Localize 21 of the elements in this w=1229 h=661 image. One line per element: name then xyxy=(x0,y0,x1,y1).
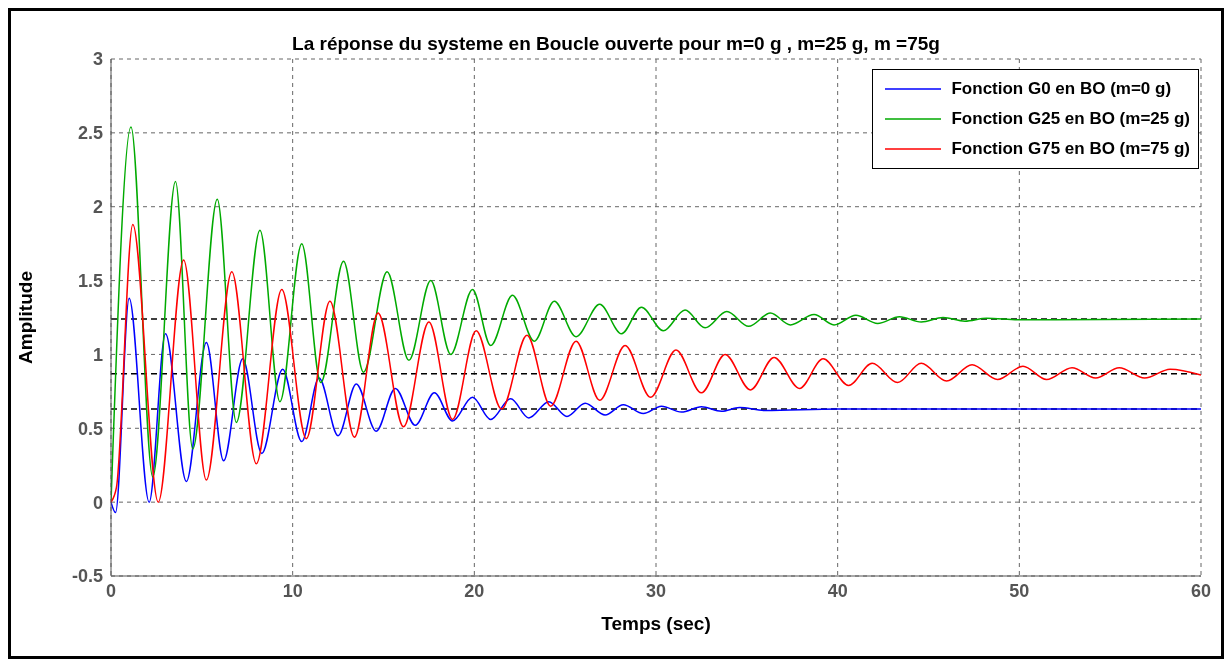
y-tick-label: 3 xyxy=(92,49,103,70)
x-tick-label: 30 xyxy=(645,580,667,601)
x-tick-label: 50 xyxy=(1009,580,1030,601)
chart-title: La réponse du systeme en Boucle ouverte pour m=0 g , m=25 g, m =75g xyxy=(292,33,940,54)
x-tick-label: 0 xyxy=(105,580,117,601)
legend-label: Fonction G25 en BO (m=25 g) xyxy=(951,109,1190,129)
y-axis-title: Amplitude xyxy=(14,271,36,364)
x-axis-title: Temps (sec) xyxy=(601,613,711,634)
x-tick-label: 10 xyxy=(282,580,303,601)
x-tick-label: 40 xyxy=(827,580,848,601)
y-tick-label: 2.5 xyxy=(77,123,103,144)
y-tick-label: 1 xyxy=(92,344,103,365)
y-tick-label: 1.5 xyxy=(77,270,103,291)
legend-label: Fonction G75 en BO (m=75 g) xyxy=(951,139,1190,159)
y-tick-label: 2 xyxy=(92,197,103,218)
y-tick-label: -0.5 xyxy=(71,566,103,587)
y-tick-label: 0.5 xyxy=(77,418,103,439)
legend-label: Fonction G0 en BO (m=0 g) xyxy=(951,79,1172,99)
x-tick-label: 20 xyxy=(464,580,485,601)
y-tick-label: 0 xyxy=(92,492,103,513)
x-tick-label: 60 xyxy=(1190,580,1212,601)
